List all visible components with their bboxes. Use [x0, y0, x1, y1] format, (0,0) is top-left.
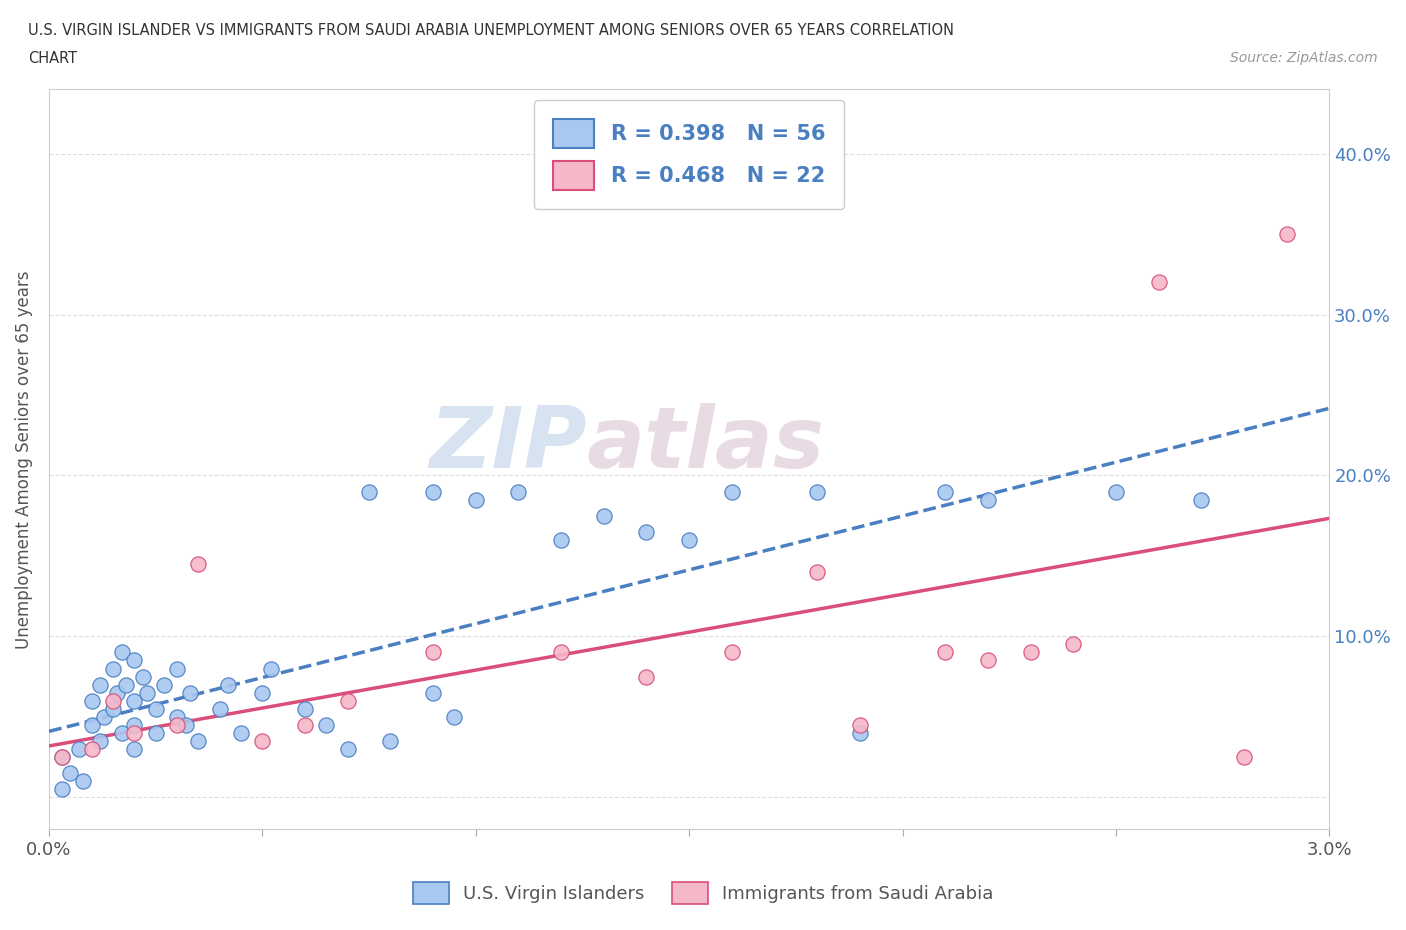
- Point: [934, 645, 956, 660]
- Point: [1105, 485, 1128, 499]
- Point: [508, 485, 530, 499]
- Point: [260, 661, 283, 676]
- Point: [1147, 275, 1170, 290]
- Point: [422, 485, 444, 499]
- Point: [336, 741, 359, 756]
- Point: [153, 677, 176, 692]
- Point: [101, 661, 124, 676]
- Point: [636, 525, 658, 539]
- Point: [114, 677, 136, 692]
- Text: U.S. VIRGIN ISLANDER VS IMMIGRANTS FROM SAUDI ARABIA UNEMPLOYMENT AMONG SENIORS : U.S. VIRGIN ISLANDER VS IMMIGRANTS FROM …: [28, 23, 955, 38]
- Point: [59, 765, 82, 780]
- Point: [464, 492, 486, 507]
- Point: [51, 750, 73, 764]
- Point: [166, 710, 188, 724]
- Point: [1189, 492, 1212, 507]
- Point: [229, 725, 252, 740]
- Point: [208, 701, 231, 716]
- Text: ZIP: ZIP: [429, 403, 586, 486]
- Point: [187, 734, 209, 749]
- Point: [217, 677, 239, 692]
- Point: [89, 734, 111, 749]
- Point: [124, 741, 146, 756]
- Point: [315, 717, 337, 732]
- Point: [166, 661, 188, 676]
- Point: [89, 677, 111, 692]
- Point: [422, 685, 444, 700]
- Point: [977, 492, 1000, 507]
- Point: [636, 669, 658, 684]
- Text: atlas: atlas: [586, 403, 825, 486]
- Point: [550, 532, 572, 547]
- Point: [166, 717, 188, 732]
- Point: [80, 741, 103, 756]
- Point: [72, 774, 94, 789]
- Point: [1019, 645, 1042, 660]
- Point: [179, 685, 201, 700]
- Point: [110, 725, 132, 740]
- Point: [132, 669, 155, 684]
- Point: [187, 556, 209, 571]
- Point: [806, 565, 828, 579]
- Point: [145, 725, 167, 740]
- Point: [380, 734, 402, 749]
- Point: [124, 653, 146, 668]
- Point: [105, 685, 128, 700]
- Point: [67, 741, 90, 756]
- Point: [136, 685, 159, 700]
- Point: [443, 710, 465, 724]
- Point: [252, 685, 274, 700]
- Point: [252, 734, 274, 749]
- Point: [1233, 750, 1256, 764]
- Point: [678, 532, 700, 547]
- Point: [101, 693, 124, 708]
- Text: Source: ZipAtlas.com: Source: ZipAtlas.com: [1230, 51, 1378, 65]
- Point: [124, 717, 146, 732]
- Point: [849, 717, 872, 732]
- Y-axis label: Unemployment Among Seniors over 65 years: Unemployment Among Seniors over 65 years: [15, 270, 32, 648]
- Point: [80, 693, 103, 708]
- Point: [51, 750, 73, 764]
- Point: [93, 710, 115, 724]
- Point: [51, 782, 73, 797]
- Legend: R = 0.398   N = 56, R = 0.468   N = 22: R = 0.398 N = 56, R = 0.468 N = 22: [534, 100, 844, 208]
- Point: [934, 485, 956, 499]
- Point: [550, 645, 572, 660]
- Point: [80, 717, 103, 732]
- Legend: U.S. Virgin Islanders, Immigrants from Saudi Arabia: U.S. Virgin Islanders, Immigrants from S…: [405, 875, 1001, 911]
- Text: CHART: CHART: [28, 51, 77, 66]
- Point: [294, 701, 316, 716]
- Point: [977, 653, 1000, 668]
- Point: [124, 693, 146, 708]
- Point: [294, 717, 316, 732]
- Point: [720, 485, 742, 499]
- Point: [101, 701, 124, 716]
- Point: [124, 725, 146, 740]
- Point: [336, 693, 359, 708]
- Point: [592, 509, 614, 524]
- Point: [1062, 637, 1084, 652]
- Point: [357, 485, 380, 499]
- Point: [720, 645, 742, 660]
- Point: [849, 725, 872, 740]
- Point: [174, 717, 197, 732]
- Point: [806, 485, 828, 499]
- Point: [110, 645, 132, 660]
- Point: [1275, 227, 1298, 242]
- Point: [145, 701, 167, 716]
- Point: [422, 645, 444, 660]
